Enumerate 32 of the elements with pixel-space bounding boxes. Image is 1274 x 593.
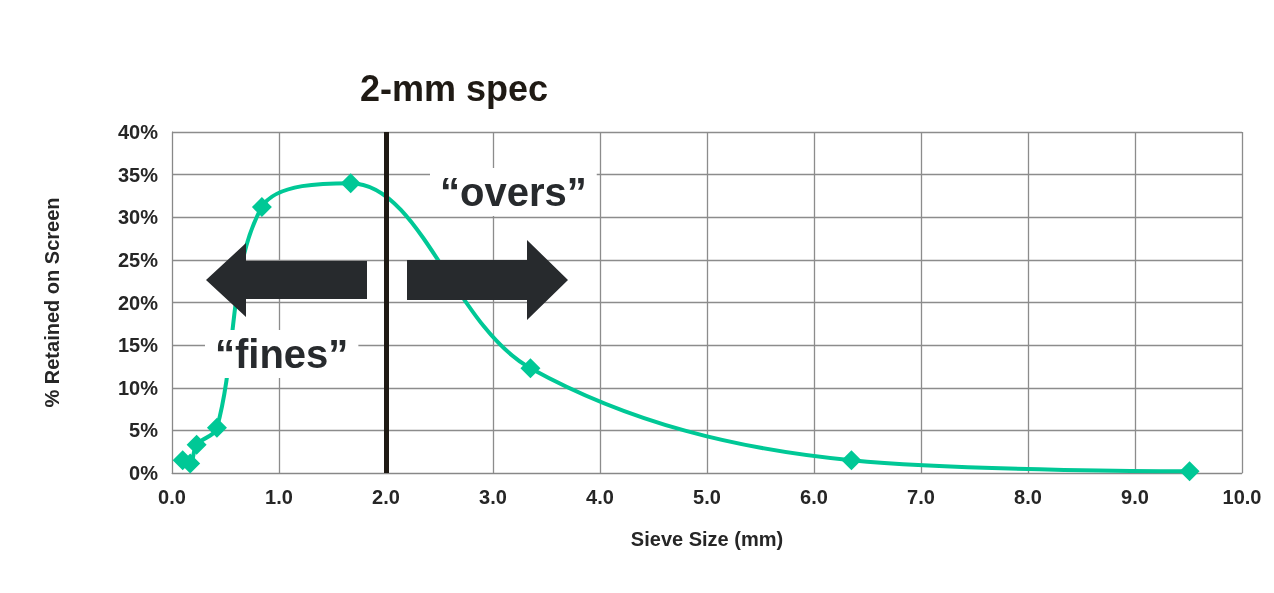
point <box>340 173 361 194</box>
point <box>1179 461 1200 482</box>
x-tick-label: 5.0 <box>693 486 721 508</box>
x-tick-label: 7.0 <box>907 486 935 508</box>
y-axis-title: % Retained on Screen <box>41 197 63 408</box>
x-tick-label: 3.0 <box>479 486 507 508</box>
point <box>206 417 227 438</box>
y-tick-label: 5% <box>129 419 159 442</box>
y-tick-label: 15% <box>117 334 159 357</box>
point <box>186 434 207 455</box>
y-tick-label: 35% <box>117 163 159 186</box>
ref-line-label: 2-mm spec <box>359 67 549 109</box>
x-tick-label: 1.0 <box>265 486 293 508</box>
x-tick-label: 0.0 <box>158 486 186 508</box>
x-tick-label: 10.0 <box>1222 486 1262 508</box>
annotation: “fines” <box>215 332 349 376</box>
annotation: “overs” <box>440 170 587 214</box>
y-tick-label: 0% <box>129 462 159 484</box>
x-tick-label: 8.0 <box>1014 486 1042 508</box>
y-tick-label: 25% <box>117 248 159 271</box>
y-tick-label: 40% <box>117 121 159 143</box>
point <box>251 197 272 218</box>
y-tick-label: 30% <box>117 206 159 229</box>
x-tick-label: 2.0 <box>372 486 400 508</box>
point <box>520 358 541 379</box>
x-tick-label: 6.0 <box>800 486 828 508</box>
x-axis-title: Sieve Size (mm) <box>630 528 784 550</box>
x-tick-label: 4.0 <box>586 486 614 508</box>
y-tick-label: 20% <box>117 291 159 314</box>
y-tick-label: 10% <box>117 376 159 399</box>
point <box>841 450 862 471</box>
x-tick-label: 9.0 <box>1121 486 1149 508</box>
